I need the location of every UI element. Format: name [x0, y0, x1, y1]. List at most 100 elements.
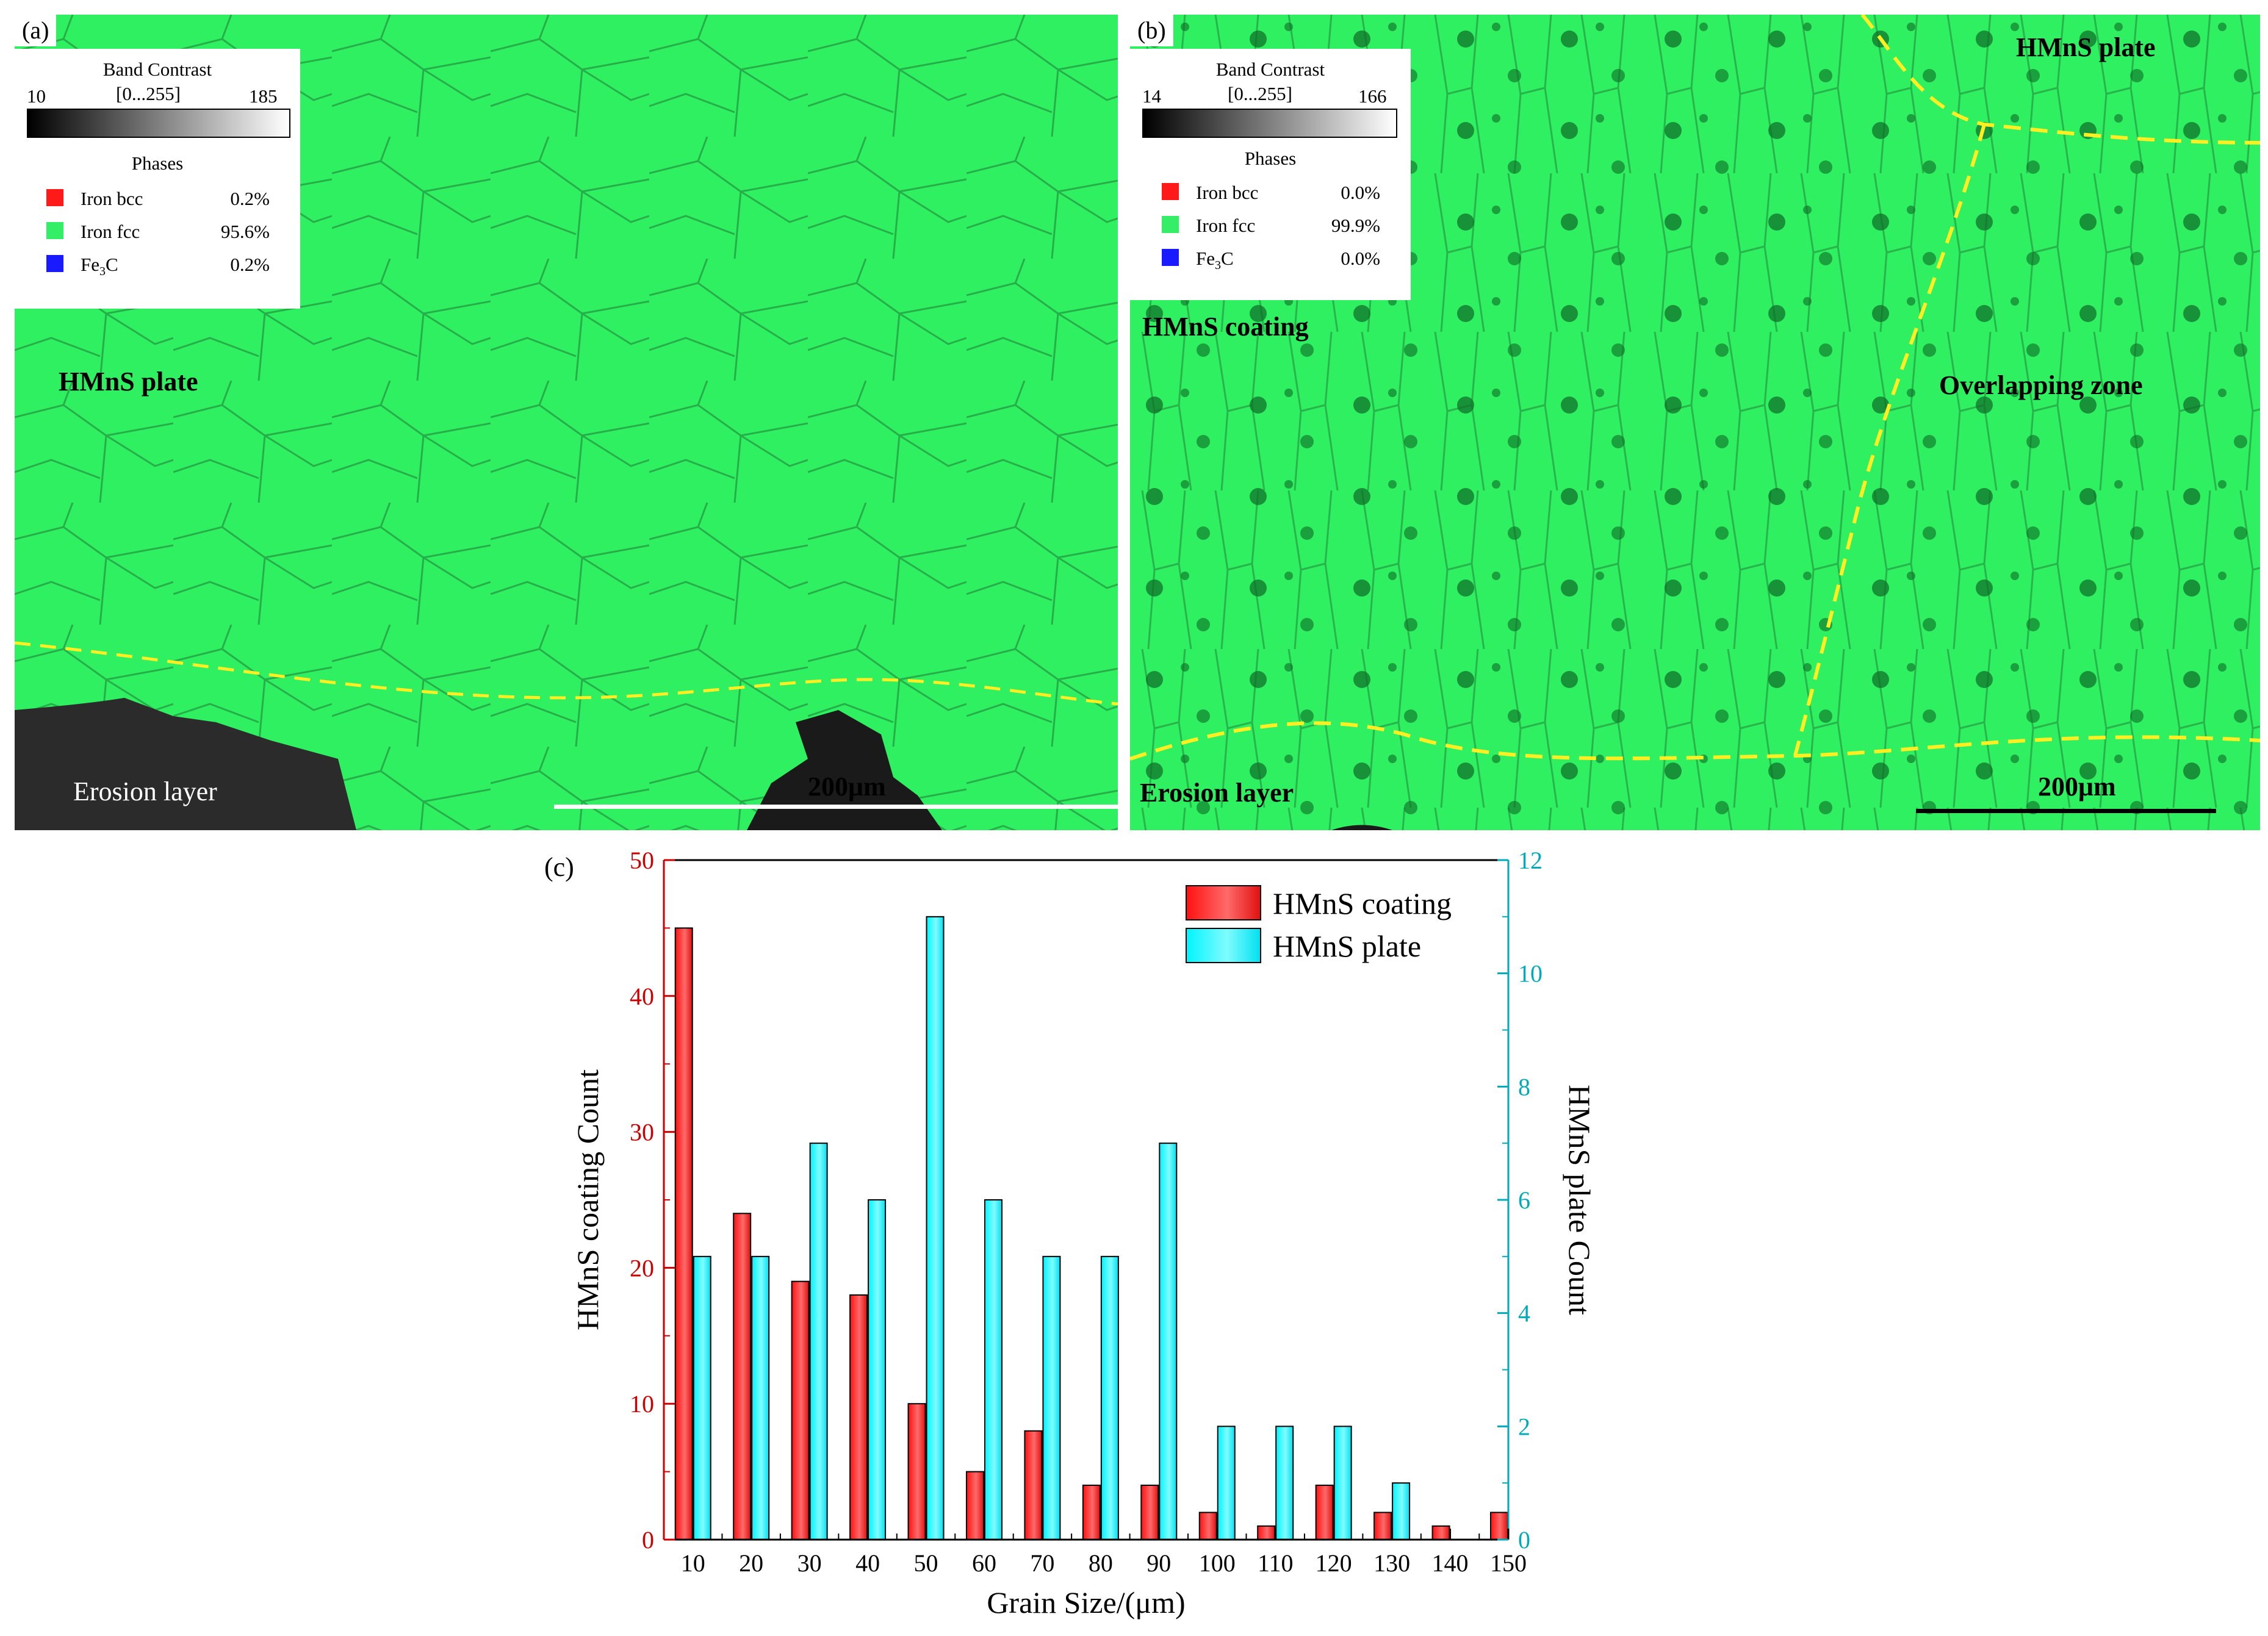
bar-hmns-plate — [809, 1143, 828, 1540]
phase-swatch-fe3c — [46, 255, 63, 272]
ebsd-map-panel-a: (a) Band Contrast 10 [0...255] 185 Phase… — [15, 15, 1118, 830]
grain-size-chart: (c) 10 20 30 40 50 60 70 80 90 100 110 120 130 140 150 G… — [0, 836, 2268, 1633]
y-left-tick-label: 40 — [630, 983, 654, 1010]
band-contrast-min: 10 — [27, 85, 46, 107]
label-hmns-plate-b: HMnS plate — [2016, 32, 2156, 62]
bar-hmns-coating — [1024, 1430, 1043, 1541]
y-left-tick-label: 10 — [630, 1390, 654, 1418]
phase-value-fcc: 95.6% — [220, 221, 270, 242]
grain-size-histogram: (c)10 20 30 40 50 60 70 80 90 100 110 120 130 140 150G… — [544, 847, 1597, 1620]
y-right-tick-label: 10 — [1518, 960, 1543, 988]
x-tick-label: 20 — [739, 1549, 763, 1577]
phase-value-bcc: 0.0% — [1341, 182, 1380, 203]
bar-hmns-coating — [1140, 1484, 1159, 1541]
label-overlapping-zone: Overlapping zone — [1939, 370, 2143, 400]
bar-hmns-coating — [1082, 1484, 1101, 1541]
panel-c-letter: (c) — [544, 852, 574, 882]
bar-hmns-plate — [926, 916, 945, 1541]
bar-hmns-coating — [1257, 1525, 1276, 1540]
band-contrast-max: 185 — [249, 85, 278, 107]
legend-swatch-hmns-plate — [1186, 928, 1261, 963]
phases-title: Phases — [1244, 148, 1297, 169]
bar-hmns-coating — [674, 927, 693, 1540]
phase-swatch-fe3c — [1162, 249, 1179, 266]
phases-title: Phases — [131, 152, 184, 174]
y-right-tick-label: 12 — [1518, 847, 1543, 874]
bar-hmns-coating — [1198, 1512, 1217, 1540]
bar-hmns-plate — [1275, 1426, 1294, 1540]
bar-hmns-coating — [791, 1280, 810, 1540]
x-tick-label: 150 — [1490, 1549, 1527, 1577]
band-contrast-max: 166 — [1358, 85, 1387, 107]
bar-hmns-plate — [1392, 1482, 1411, 1540]
scale-text-b: 200μm — [2038, 772, 2116, 802]
bar-hmns-plate — [868, 1199, 887, 1540]
label-erosion-layer-b: Erosion layer — [1140, 778, 1294, 808]
x-tick-label: 120 — [1316, 1549, 1352, 1577]
phase-value-fe3c: 0.0% — [1341, 248, 1380, 269]
scale-text-a: 200μm — [808, 772, 886, 802]
y-left-tick-label: 50 — [630, 847, 654, 874]
phase-name-fcc: Iron fcc — [81, 221, 140, 242]
label-hmns-coating: HMnS coating — [1142, 312, 1309, 342]
x-tick-label: 10 — [681, 1549, 705, 1577]
phase-value-bcc: 0.2% — [230, 188, 270, 209]
bar-hmns-plate — [1042, 1255, 1061, 1540]
y-left-tick-label: 0 — [642, 1526, 654, 1554]
x-tick-label: 130 — [1373, 1549, 1410, 1577]
ebsd-phase-map-b — [1130, 15, 2260, 830]
bar-hmns-plate — [1217, 1426, 1236, 1540]
bar-hmns-coating — [733, 1213, 752, 1540]
band-contrast-range: [0...255] — [1228, 83, 1292, 104]
bar-hmns-coating — [965, 1471, 984, 1540]
x-tick-label: 30 — [797, 1549, 822, 1577]
x-tick-label: 40 — [855, 1549, 880, 1577]
scale-bar-b — [1916, 809, 2216, 813]
phase-name-fe3c: Fe3C — [1196, 248, 1234, 273]
x-tick-label: 140 — [1432, 1549, 1469, 1577]
panel-a-letter: (a) — [15, 15, 57, 46]
label-hmns-plate-a: HMnS plate — [59, 367, 198, 396]
band-contrast-gradient — [27, 109, 290, 138]
legend-panel-a: Band Contrast 10 [0...255] 185 Phases Ir… — [15, 49, 300, 309]
phase-swatch-bcc — [1162, 183, 1179, 200]
phase-name-bcc: Iron bcc — [1196, 182, 1259, 203]
phase-value-fe3c: 0.2% — [230, 254, 270, 275]
phase-swatch-bcc — [46, 189, 63, 206]
bar-hmns-plate — [1100, 1255, 1119, 1540]
x-tick-label: 80 — [1089, 1549, 1113, 1577]
phase-swatch-fcc — [46, 222, 63, 239]
phase-name-bcc: Iron bcc — [81, 188, 143, 209]
band-contrast-range: [0...255] — [116, 83, 181, 104]
y-right-tick-label: 6 — [1518, 1186, 1530, 1214]
bar-hmns-coating — [1431, 1525, 1450, 1540]
bar-hmns-plate — [1159, 1143, 1178, 1540]
phase-name-fe3c: Fe3C — [81, 254, 118, 279]
phase-swatch-fcc — [1162, 216, 1179, 233]
bar-hmns-coating — [907, 1403, 926, 1541]
band-contrast-title: Band Contrast — [103, 59, 212, 80]
bar-hmns-coating — [1490, 1512, 1508, 1540]
legend-swatch-hmns-coating — [1186, 885, 1261, 920]
ebsd-map-panel-b: (b) Band Contrast 14 [0...255] 166 Phase… — [1130, 15, 2260, 830]
bar-hmns-plate — [693, 1255, 711, 1540]
y-right-tick-label: 2 — [1518, 1413, 1530, 1440]
y-left-tick-label: 20 — [630, 1254, 654, 1282]
y-axis-right-label: HMnS plate Count — [1563, 1085, 1597, 1315]
x-axis-label: Grain Size/(μm) — [987, 1585, 1185, 1620]
bar-hmns-coating — [849, 1294, 868, 1541]
y-left-tick-label: 30 — [630, 1119, 654, 1146]
phase-name-fcc: Iron fcc — [1196, 215, 1256, 236]
band-contrast-title: Band Contrast — [1215, 59, 1325, 80]
x-tick-label: 90 — [1147, 1549, 1171, 1577]
x-tick-label: 50 — [914, 1549, 938, 1577]
x-tick-label: 70 — [1030, 1549, 1054, 1577]
y-axis-left-label: HMnS coating Count — [571, 1069, 605, 1330]
y-right-tick-label: 4 — [1518, 1300, 1530, 1327]
band-contrast-min: 14 — [1142, 85, 1161, 107]
legend-panel-b: Band Contrast 14 [0...255] 166 Phases Ir… — [1130, 49, 1411, 300]
label-erosion-layer-a: Erosion layer — [73, 777, 217, 806]
x-tick-label: 110 — [1258, 1549, 1294, 1577]
band-contrast-gradient — [1142, 109, 1397, 138]
x-tick-label: 60 — [972, 1549, 996, 1577]
